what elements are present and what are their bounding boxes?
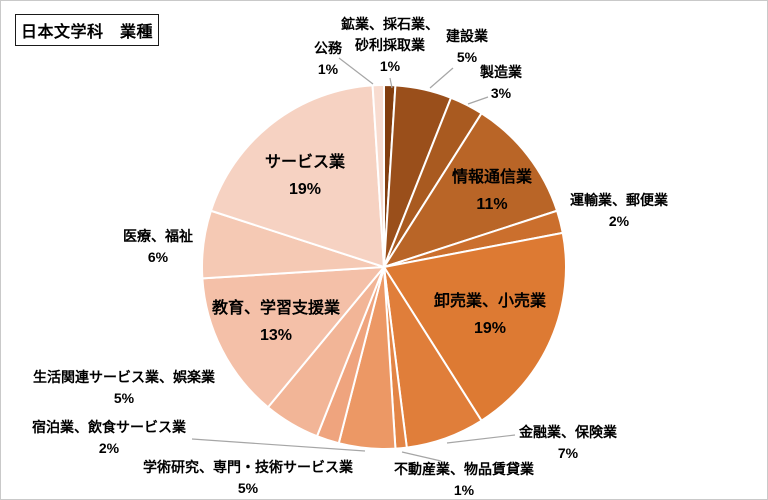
slice-label-manufacturing: 製造業 3% bbox=[480, 62, 522, 104]
label-line: 運輸業、郵便業 bbox=[570, 192, 668, 208]
slice-label-real-estate: 不動産業、物品賃貸業 1% bbox=[394, 459, 534, 499]
leader-line-finance bbox=[446, 434, 516, 444]
label-line: 医療、福祉 bbox=[123, 228, 193, 244]
leader-line-public-service bbox=[338, 57, 374, 85]
slice-label-medical-welfare: 医療、福祉 6% bbox=[123, 226, 193, 268]
label-pct: 5% bbox=[456, 49, 478, 65]
label-pct: 2% bbox=[608, 213, 630, 229]
label-line: 鉱業、採石業、 bbox=[341, 16, 439, 32]
label-pct: 2% bbox=[98, 440, 120, 456]
label-line: 不動産業、物品賃貸業 bbox=[394, 461, 534, 477]
label-pct: 3% bbox=[490, 85, 512, 101]
leader-line-accommodation bbox=[191, 438, 366, 452]
slice-label-construction: 建設業 5% bbox=[446, 26, 488, 68]
label-pct: 5% bbox=[113, 390, 135, 406]
label-pct: 19% bbox=[288, 181, 322, 198]
slice-label-wholesale-retail: 卸売業、小売業 19% bbox=[434, 288, 546, 342]
label-line: 卸売業、小売業 bbox=[433, 293, 547, 310]
slice-label-academic-research: 学術研究、専門・技術サービス業 5% bbox=[143, 457, 353, 499]
label-pct: 7% bbox=[557, 445, 579, 461]
label-line: 学術研究、専門・技術サービス業 bbox=[143, 459, 353, 475]
label-line: 建設業 bbox=[446, 28, 488, 44]
leader-lines bbox=[191, 57, 516, 462]
pie-slice-12 bbox=[201, 266, 385, 409]
label-pct: 19% bbox=[473, 320, 507, 337]
label-pct: 5% bbox=[237, 480, 259, 496]
slice-label-mining: 鉱業、採石業、 砂利採取業 1% bbox=[341, 14, 439, 77]
label-pct: 1% bbox=[379, 58, 401, 74]
label-line: 宿泊業、飲食サービス業 bbox=[32, 419, 186, 435]
pie-slice-15 bbox=[371, 84, 385, 268]
label-line: 砂利採取業 bbox=[355, 37, 425, 53]
label-pct: 11% bbox=[476, 196, 508, 213]
label-line: 製造業 bbox=[480, 64, 522, 80]
slice-label-services: サービス業 19% bbox=[265, 149, 345, 203]
pie-slice-4 bbox=[383, 112, 559, 268]
slice-label-finance-insurance: 金融業、保険業 7% bbox=[519, 422, 617, 464]
leader-line-real-estate bbox=[401, 451, 442, 462]
pie-slice-14 bbox=[209, 84, 385, 268]
leader-line-mining bbox=[389, 77, 393, 89]
label-line: 情報通信業 bbox=[451, 169, 533, 186]
label-pct: 1% bbox=[317, 61, 339, 77]
slice-label-lifestyle-entertainment: 生活関連サービス業、娯楽業 5% bbox=[33, 367, 215, 409]
label-line: サービス業 bbox=[264, 154, 346, 171]
leader-line-manufacturing bbox=[467, 96, 489, 105]
slice-label-public-service: 公務 1% bbox=[314, 38, 342, 80]
chart-title: 日本文学科 業種 bbox=[15, 14, 160, 46]
pie-slices bbox=[201, 84, 567, 450]
label-line: 生活関連サービス業、娯楽業 bbox=[33, 369, 215, 385]
label-line: 金融業、保険業 bbox=[519, 424, 617, 440]
label-pct: 1% bbox=[453, 482, 475, 498]
slice-label-info-communication: 情報通信業 11% bbox=[452, 164, 532, 218]
slice-label-education-support: 教育、学習支援業 13% bbox=[212, 295, 340, 349]
label-pct: 13% bbox=[259, 327, 293, 344]
label-line: 教育、学習支援業 bbox=[211, 300, 341, 317]
slice-label-accommodation-food: 宿泊業、飲食サービス業 2% bbox=[32, 417, 186, 459]
leader-line-construction bbox=[429, 67, 454, 89]
pie-slice-6 bbox=[383, 231, 567, 422]
label-line: 公務 bbox=[314, 40, 342, 56]
slice-label-transport-postal: 運輸業、郵便業 2% bbox=[570, 190, 668, 232]
label-pct: 6% bbox=[147, 249, 169, 265]
